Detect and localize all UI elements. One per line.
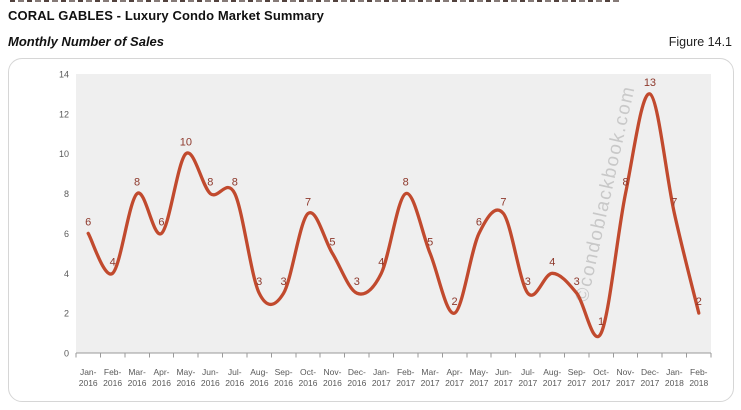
data-label: 6: [158, 216, 164, 228]
data-label: 8: [232, 177, 238, 189]
data-label: 8: [622, 177, 628, 189]
figure-label: Figure 14.1: [668, 35, 732, 49]
x-axis-label: Jan-2018: [665, 367, 684, 388]
chart-container: ©condoblackbook.com 0 2 4 6 8 10 12 14 Jan-2016 Fe…: [8, 58, 734, 402]
data-label: 3: [525, 276, 531, 288]
y-axis-label: 6: [64, 229, 69, 239]
data-label: 6: [85, 216, 91, 228]
x-axis-label: Apr-2017: [445, 367, 464, 388]
x-axis-label: May-2017: [470, 367, 489, 388]
data-label: 3: [354, 276, 360, 288]
y-axis-label: 12: [59, 109, 69, 119]
x-axis-label: Nov-2017: [616, 367, 635, 388]
y-axis-label: 10: [59, 149, 69, 159]
data-label: 5: [427, 236, 433, 248]
data-label: 8: [134, 177, 140, 189]
x-axis-label: Jul-2016: [225, 367, 244, 388]
x-axis-label: Aug-2017: [543, 367, 562, 388]
y-axis-label: 14: [59, 70, 69, 80]
x-axis-label: Dec-2016: [347, 367, 366, 388]
x-axis-label: May-2016: [176, 367, 195, 388]
data-label: 7: [500, 197, 506, 209]
x-axis-label: Feb-2018: [689, 367, 708, 388]
data-label: 10: [180, 137, 192, 149]
sales-line-path: [86, 92, 701, 339]
data-label: 8: [207, 177, 213, 189]
y-axis-label: 2: [64, 309, 69, 319]
chart-subtitle: Monthly Number of Sales: [8, 34, 165, 49]
y-axis-label: 4: [64, 269, 69, 279]
x-axis-label: Jan-2017: [372, 367, 391, 388]
data-label: 4: [110, 256, 116, 268]
cropped-header-remnant: [10, 0, 622, 2]
data-label: 7: [671, 197, 677, 209]
data-label: 2: [696, 296, 702, 308]
data-label: 2: [451, 296, 457, 308]
data-label: 3: [281, 276, 287, 288]
x-axis-label: Jul-2017: [518, 367, 537, 388]
data-label: 6: [476, 216, 482, 228]
x-axis-label: Apr-2016: [152, 367, 171, 388]
x-axis-label: Sep-2017: [567, 367, 586, 388]
data-label: 1: [598, 316, 604, 328]
data-label: 3: [256, 276, 262, 288]
x-axis-label: Sep-2016: [274, 367, 293, 388]
data-label: 7: [305, 197, 311, 209]
sales-line-chart: ©condoblackbook.com02468101214Jan-2016Fe…: [59, 70, 712, 388]
x-axis-label: Aug-2016: [250, 367, 269, 388]
data-label: 8: [403, 177, 409, 189]
x-axis-label: Nov-2016: [323, 367, 342, 388]
page-title: CORAL GABLES - Luxury Condo Market Summa…: [8, 8, 325, 23]
x-axis-label: Oct-2017: [592, 367, 611, 388]
x-axis-label: Jun-2016: [201, 367, 220, 388]
x-axis-label: Dec-2017: [640, 367, 659, 388]
data-label: 4: [378, 256, 384, 268]
y-axis-label: 0: [64, 349, 69, 359]
data-label: 4: [549, 256, 555, 268]
x-axis-label: Oct-2016: [299, 367, 318, 388]
x-axis-label: Mar-2017: [421, 367, 440, 388]
y-axis-label: 8: [64, 189, 69, 199]
x-axis-label: Jan-2016: [79, 367, 98, 388]
x-axis-label: Feb-2016: [103, 367, 122, 388]
x-axis-label: Feb-2017: [396, 367, 415, 388]
data-label: 3: [574, 276, 580, 288]
plot-area: [76, 74, 711, 353]
data-label: 5: [329, 236, 335, 248]
x-axis-label: Mar-2016: [128, 367, 147, 388]
x-axis-label: Jun-2017: [494, 367, 513, 388]
data-label: 13: [644, 77, 656, 89]
